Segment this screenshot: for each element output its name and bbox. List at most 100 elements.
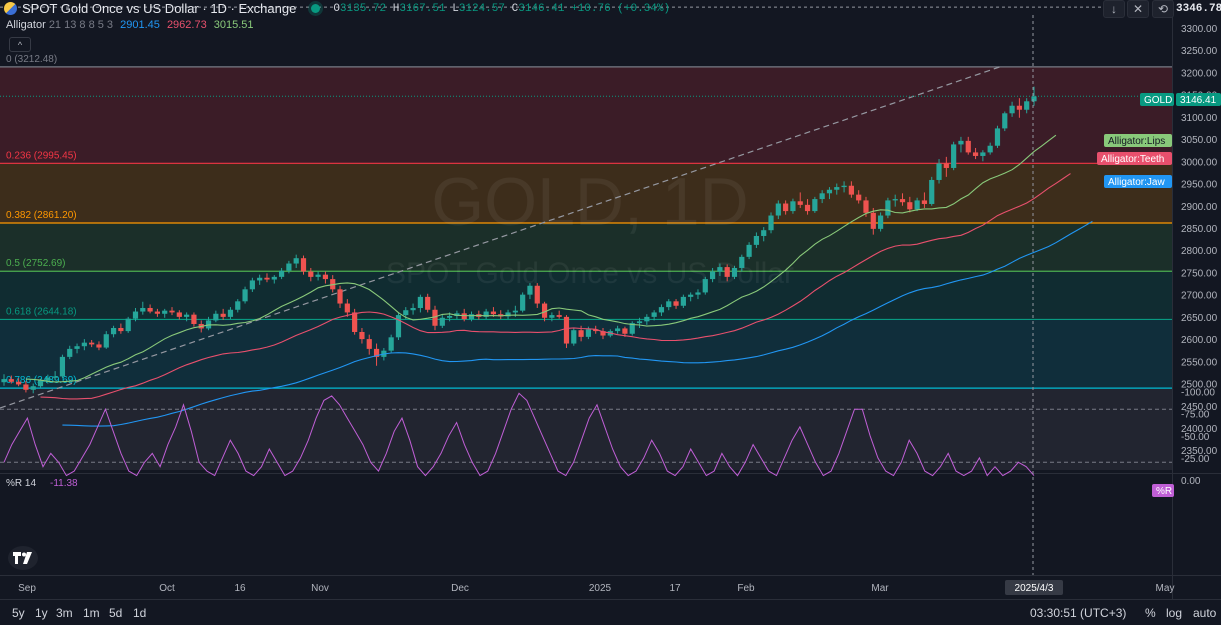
- candle-body: [585, 329, 591, 337]
- range-5d-button[interactable]: 5d: [109, 606, 123, 620]
- candle-body: [790, 201, 796, 212]
- candle-body: [549, 315, 555, 318]
- range-1y-button[interactable]: 1y: [35, 606, 48, 620]
- range-3m-button[interactable]: 3m: [56, 606, 73, 620]
- candle-body: [870, 212, 876, 229]
- fib-band: [0, 271, 1172, 320]
- price-tick-label: 2850.00: [1181, 224, 1218, 235]
- top-price-label: 3346.78: [1176, 3, 1221, 15]
- price-tick-label: 2600.00: [1181, 335, 1218, 346]
- tradingview-logo[interactable]: [8, 546, 38, 570]
- candle-body: [67, 348, 73, 357]
- candle-body: [23, 384, 29, 390]
- clock-readout[interactable]: 03:30:51 (UTC+3): [1030, 606, 1127, 620]
- price-tick-label: 2350.00: [1181, 446, 1218, 457]
- candle-body: [16, 381, 22, 385]
- fib-level-label: 0.618 (2644.18): [6, 306, 77, 317]
- jaw-badge: Alligator:Jaw: [1108, 177, 1165, 188]
- candle-body: [271, 276, 277, 280]
- price-tick-label: 2500.00: [1181, 380, 1218, 391]
- candle-body: [315, 274, 321, 277]
- fullscreen-icon[interactable]: ✕: [1127, 0, 1149, 18]
- candle-body: [176, 312, 182, 317]
- time-tick-label: 2025: [589, 583, 612, 594]
- candle-body: [220, 313, 226, 317]
- candle-body: [724, 267, 730, 277]
- candle-body: [834, 187, 840, 190]
- settings-icon[interactable]: ⟲: [1152, 0, 1174, 18]
- candle-body: [936, 163, 942, 180]
- fib-band: [0, 388, 1172, 470]
- candle-body: [673, 301, 679, 306]
- gold-symbol-badge-bg: [1140, 93, 1174, 106]
- alligator-legend[interactable]: Alligator 21 13 8 8 5 3 2901.45 2962.73 …: [6, 19, 254, 31]
- candle-body: [264, 277, 270, 280]
- candle-body: [8, 379, 14, 382]
- candle-body: [717, 267, 723, 272]
- candle-body: [972, 152, 979, 156]
- candle-body: [761, 230, 767, 236]
- candle-body: [147, 307, 153, 312]
- candle-body: [753, 235, 760, 245]
- candle-body: [680, 296, 686, 306]
- candle-body: [286, 263, 292, 271]
- range-1d-button[interactable]: 1d: [133, 606, 147, 620]
- candle-body: [37, 380, 44, 387]
- log-scale-toggle[interactable]: log: [1166, 606, 1183, 620]
- candle-body: [184, 314, 190, 317]
- candle-body: [373, 348, 380, 357]
- candle-body: [658, 307, 665, 313]
- candle-body: [527, 285, 533, 295]
- candle-body: [534, 285, 540, 304]
- price-tick-label: 2400.00: [1181, 424, 1218, 435]
- range-1m-button[interactable]: 1m: [83, 606, 100, 620]
- price-tick-label: 3200.00: [1181, 68, 1218, 79]
- candle-body: [600, 331, 606, 336]
- candle-body: [45, 377, 51, 381]
- auto-scale-toggle[interactable]: auto: [1193, 606, 1217, 620]
- arrow-down-icon[interactable]: ↓: [1103, 0, 1125, 18]
- candle-body: [709, 271, 716, 280]
- alligator-jaw-line: [62, 220, 1093, 427]
- price-tick-label: 3250.00: [1181, 46, 1218, 57]
- candle-body: [461, 313, 467, 320]
- candle-body: [30, 386, 36, 390]
- candle-body: [1016, 105, 1022, 110]
- candle-body: [622, 328, 628, 334]
- candle-body: [812, 199, 818, 212]
- wr-tick-label: -100.00: [1181, 388, 1215, 399]
- candle-body: [797, 201, 803, 205]
- jaw-badge-bg: [1104, 175, 1172, 188]
- candle-body: [96, 344, 102, 348]
- price-tick-label: 3050.00: [1181, 135, 1218, 146]
- candle-body: [169, 310, 175, 313]
- candle-body: [490, 311, 497, 315]
- fib-band: [0, 163, 1172, 223]
- candle-body: [980, 152, 986, 156]
- range-5y-button[interactable]: 5y: [12, 606, 25, 620]
- candle-body: [987, 145, 993, 153]
- price-tick-label: 3000.00: [1181, 157, 1218, 168]
- candle-body: [914, 200, 920, 210]
- time-tick-label: Nov: [311, 583, 329, 594]
- candle-body: [81, 342, 87, 347]
- candle-body: [439, 317, 445, 326]
- candle-body: [89, 342, 95, 345]
- time-tick-label: May: [1156, 583, 1175, 594]
- candle-body: [132, 311, 139, 319]
- percent-scale-toggle[interactable]: %: [1145, 606, 1156, 620]
- fib-level-label: 0 (3212.48): [6, 54, 57, 65]
- price-tick-label: 2450.00: [1181, 402, 1218, 413]
- candle-body: [154, 311, 161, 314]
- symbol-title[interactable]: SPOT Gold Once vs US Dollar · 1D · Excha…: [22, 1, 297, 16]
- wr-line: [3, 392, 1035, 477]
- collapse-legend-button[interactable]: ^: [9, 37, 31, 52]
- candle-body: [958, 140, 964, 145]
- candle-body: [571, 330, 577, 344]
- candle-body: [447, 315, 453, 318]
- price-tick-label: 2700.00: [1181, 291, 1218, 302]
- candle-body: [943, 163, 949, 168]
- symbol-header: SPOT Gold Once vs US Dollar · 1D · Excha…: [4, 1, 670, 16]
- candle-body: [746, 244, 752, 257]
